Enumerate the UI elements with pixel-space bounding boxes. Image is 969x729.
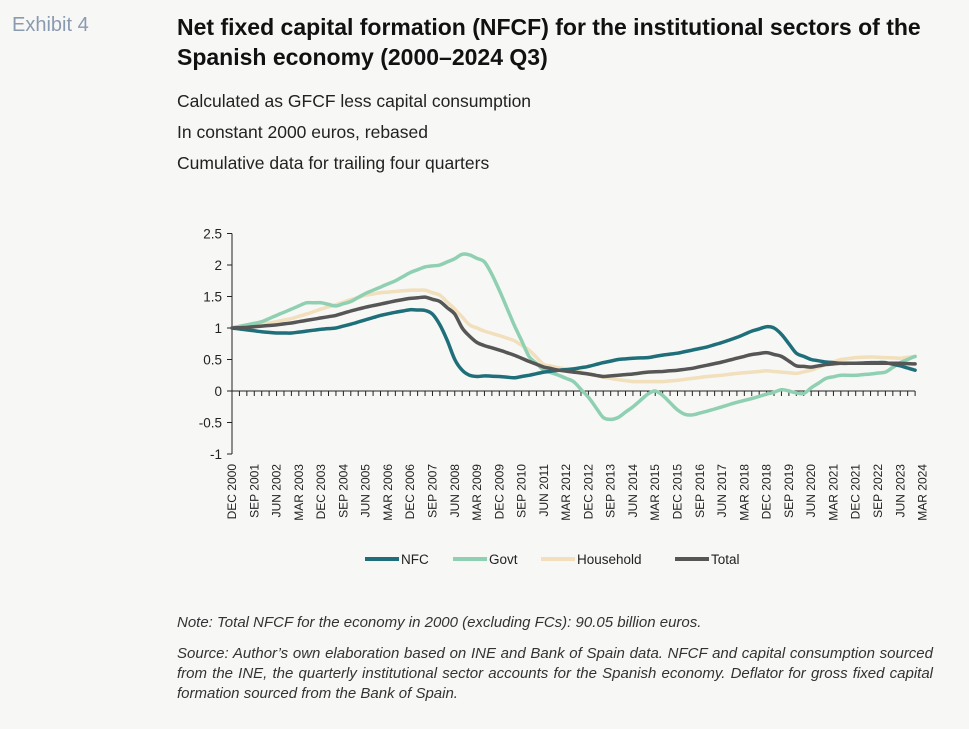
- y-tick-label: 1: [214, 321, 222, 336]
- x-tick-label: DEC 2015: [671, 464, 685, 520]
- x-tick-label: SEP 2004: [336, 464, 350, 518]
- series-line-govt: [230, 252, 917, 422]
- x-tick-label: MAR 2018: [737, 464, 751, 521]
- y-tick-label: -0.5: [199, 416, 222, 431]
- x-tick-label: JUN 2011: [537, 464, 551, 517]
- subtitle-2: In constant 2000 euros, rebased: [177, 122, 429, 142]
- x-tick-label: DEC 2012: [581, 464, 595, 520]
- x-tick-label: JUN 2005: [359, 464, 373, 518]
- legend-label-household: Household: [577, 552, 642, 567]
- subtitle-3: Cumulative data for trailing four quarte…: [177, 153, 490, 173]
- x-tick-label: MAR 2021: [826, 464, 840, 521]
- x-tick-label: MAR 2024: [916, 464, 930, 521]
- subtitle-1: Calculated as GFCF less capital consumpt…: [177, 91, 532, 111]
- x-tick-label: SEP 2019: [782, 464, 796, 518]
- legend-label-nfc: NFC: [401, 552, 429, 567]
- y-tick-label: -1: [210, 447, 222, 462]
- chart-note: Note: Total NFCF for the economy in 2000…: [177, 614, 702, 631]
- x-tick-label: SEP 2022: [871, 464, 885, 518]
- x-tick-label: DEC 2000: [225, 464, 239, 520]
- y-tick-label: 1.5: [203, 290, 222, 305]
- x-tick-label: SEP 2013: [604, 464, 618, 518]
- x-tick-label: DEC 2006: [403, 464, 417, 520]
- y-tick-label: 2: [214, 258, 222, 273]
- x-tick-label: SEP 2001: [247, 464, 261, 518]
- legend-label-govt: Govt: [489, 552, 518, 567]
- x-tick-label: MAR 2012: [559, 464, 573, 521]
- x-tick-label: JUN 2014: [626, 464, 640, 518]
- exhibit-label: Exhibit 4: [12, 14, 89, 36]
- x-tick-label: SEP 2016: [693, 464, 707, 518]
- y-tick-label: 0: [214, 384, 222, 399]
- x-tick-label: JUN 2002: [270, 464, 284, 518]
- legend-label-total: Total: [711, 552, 740, 567]
- series-line-nfc: [230, 307, 917, 380]
- x-tick-label: MAR 2015: [648, 464, 662, 521]
- series-line-total: [230, 295, 917, 379]
- x-tick-label: JUN 2008: [448, 464, 462, 518]
- x-tick-label: DEC 2021: [849, 464, 863, 520]
- x-tick-label: JUN 2017: [715, 464, 729, 518]
- y-tick-label: 2.5: [203, 227, 222, 242]
- x-tick-label: MAR 2009: [470, 464, 484, 521]
- x-tick-label: SEP 2007: [425, 464, 439, 518]
- x-tick-label: MAR 2006: [381, 464, 395, 521]
- x-tick-label: DEC 2003: [314, 464, 328, 520]
- subtitle-block: Calculated as GFCF less capital consumpt…: [177, 86, 531, 179]
- x-tick-label: JUN 2020: [804, 464, 818, 518]
- x-tick-label: SEP 2010: [515, 464, 529, 518]
- chart-source: Source: Author’s own elaboration based o…: [177, 645, 933, 702]
- x-tick-label: MAR 2003: [292, 464, 306, 521]
- chart-title: Net fixed capital formation (NFCF) for t…: [177, 14, 921, 70]
- x-tick-label: DEC 2009: [492, 464, 506, 520]
- x-tick-label: DEC 2018: [760, 464, 774, 520]
- x-tick-label: JUN 2023: [893, 464, 907, 518]
- y-tick-label: 0.5: [203, 353, 222, 368]
